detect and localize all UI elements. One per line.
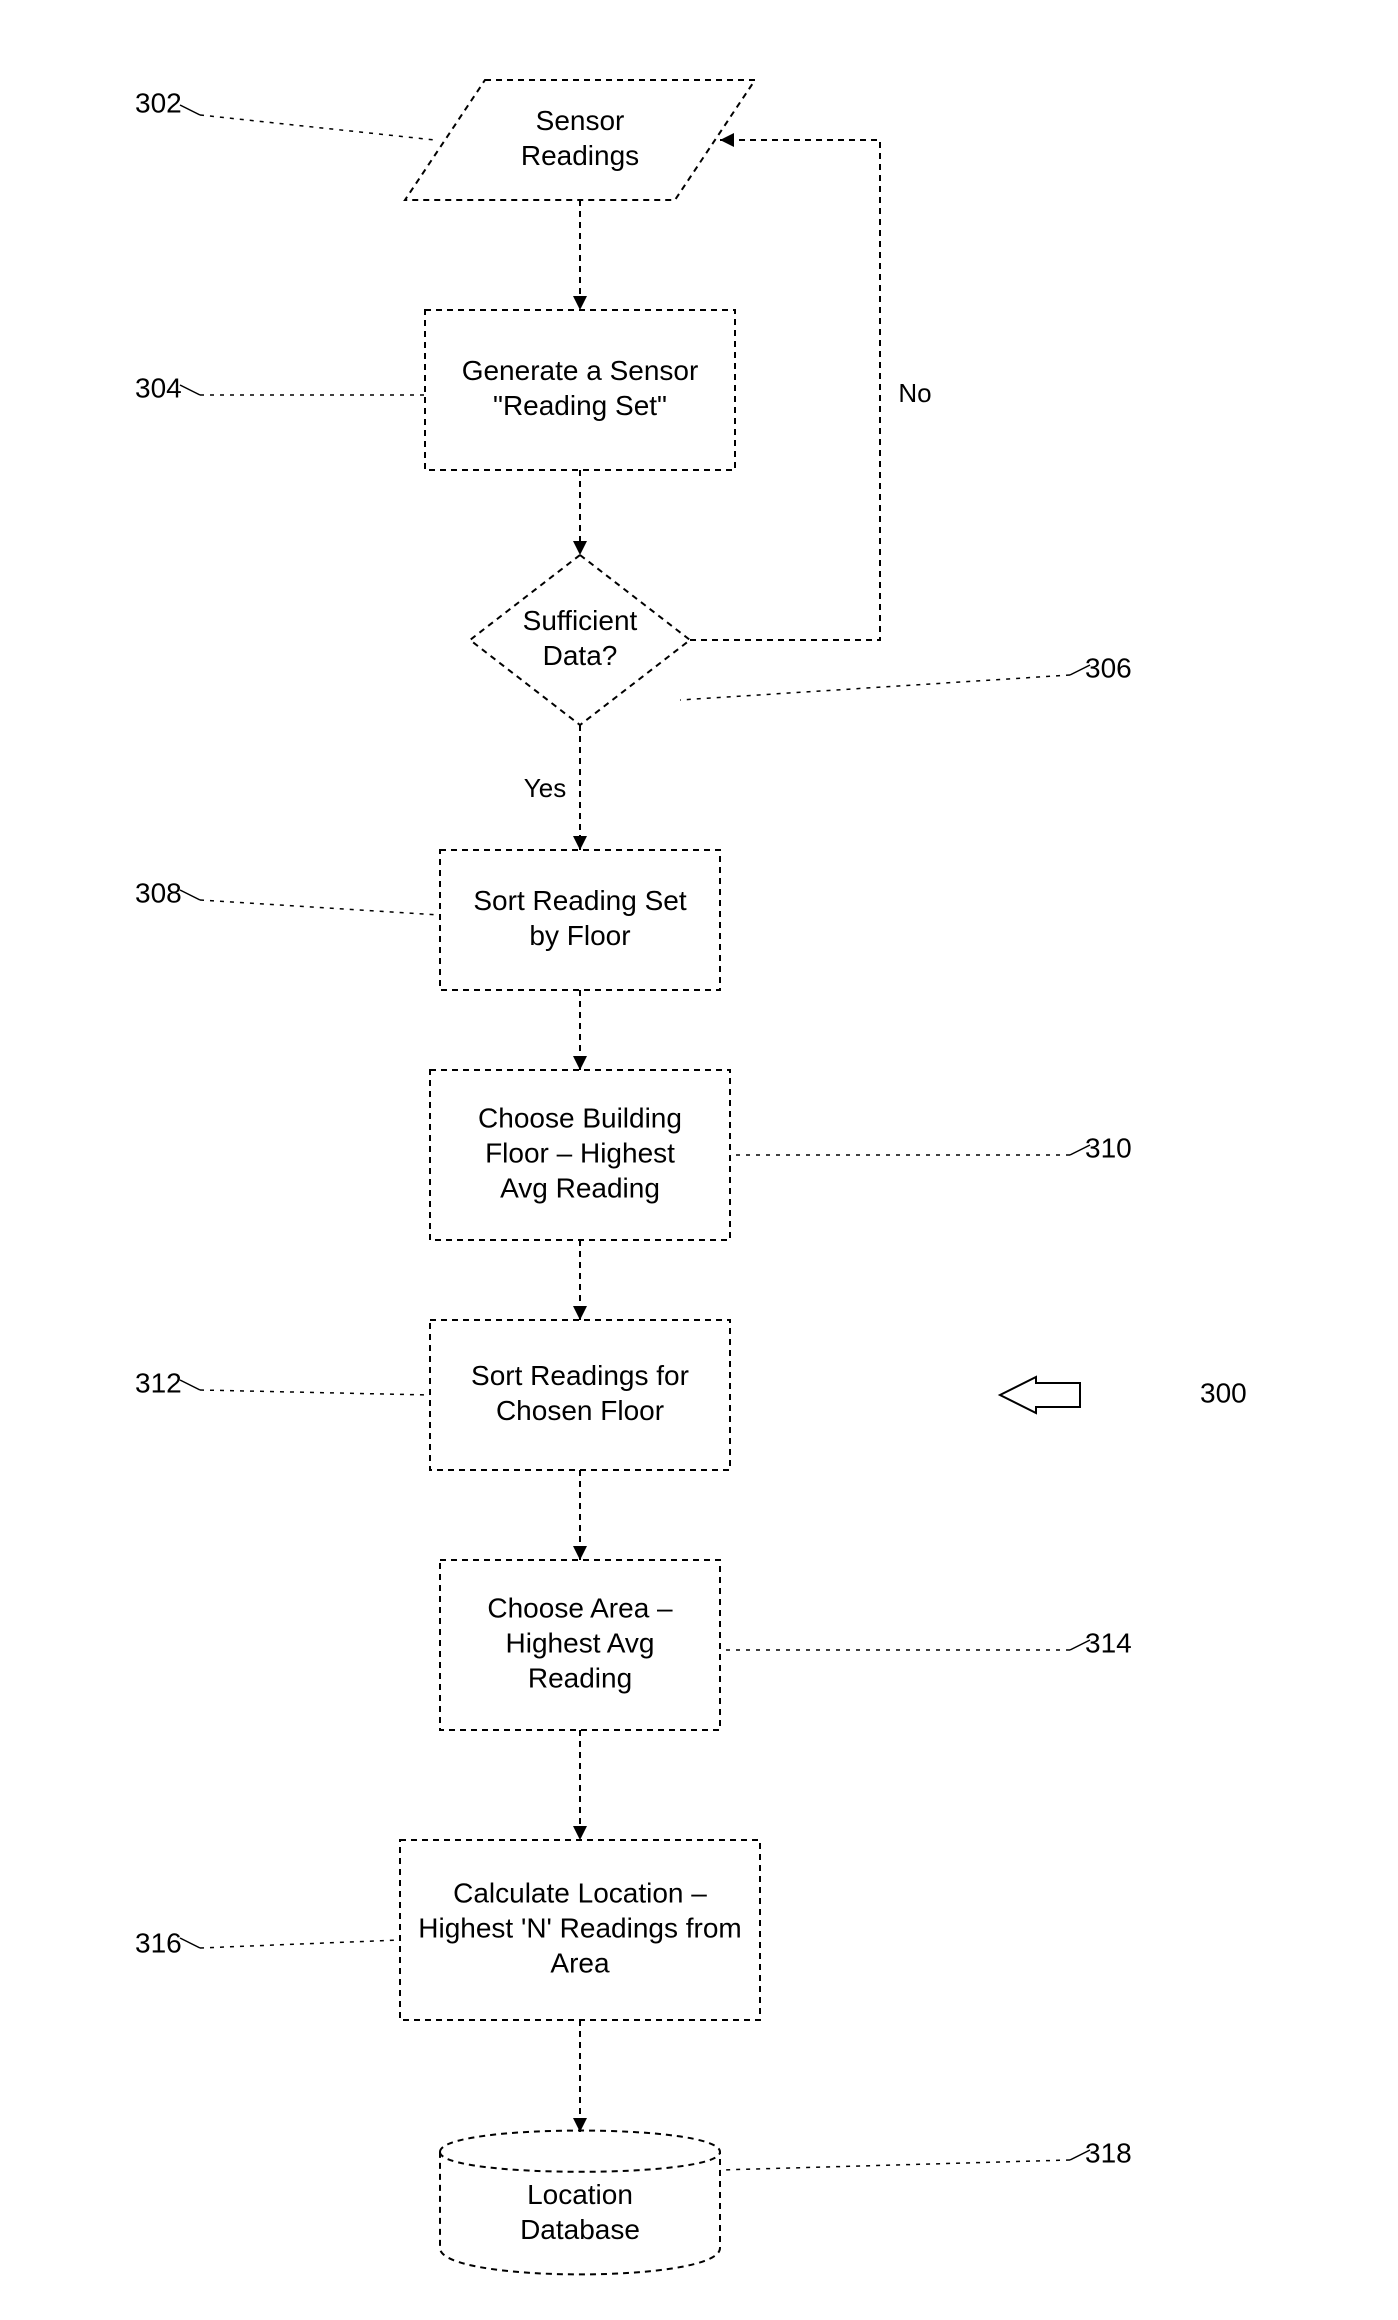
node-text: Choose Building	[478, 1102, 682, 1133]
flowchart-canvas: Sensor Readings Generate a Sensor "Reading …	[0, 0, 1398, 2320]
node-text: Generate a Sensor	[462, 355, 699, 386]
ref-tick	[180, 1938, 200, 1948]
node-text: Floor – Highest	[485, 1137, 675, 1168]
ref-leader	[200, 1390, 430, 1395]
loopback-edge	[690, 140, 880, 640]
ref-leader	[200, 900, 440, 915]
node-n308: Sort Reading Set by Floor	[440, 850, 720, 990]
node-text: Highest 'N' Readings from	[418, 1912, 742, 1943]
node-text: Calculate Location –	[453, 1877, 707, 1908]
ref-tick	[180, 890, 200, 900]
edge-label: Yes	[524, 773, 566, 803]
node-n306: Sufficient Data?	[470, 555, 690, 725]
node-text: Avg Reading	[500, 1172, 660, 1203]
node-text: Reading	[528, 1662, 632, 1693]
ref-leader	[720, 2160, 1070, 2170]
ref-number: 308	[135, 877, 182, 908]
ref-tick	[180, 1380, 200, 1390]
node-text: by Floor	[529, 920, 630, 951]
node-text: Highest Avg	[506, 1627, 655, 1658]
node-n314: Choose Area – Highest Avg Reading	[440, 1560, 720, 1730]
ref-number: 310	[1085, 1132, 1132, 1163]
main-pointer-label: 300	[1200, 1377, 1247, 1408]
node-text: Choose Area –	[487, 1592, 673, 1623]
ref-leader	[200, 1940, 400, 1948]
main-pointer-arrow	[1000, 1377, 1080, 1413]
node-text: Chosen Floor	[496, 1395, 664, 1426]
ref-tick	[180, 385, 200, 395]
ref-leader	[680, 675, 1070, 700]
ref-leader	[200, 115, 435, 140]
ref-number: 316	[135, 1927, 182, 1958]
node-n304: Generate a Sensor "Reading Set"	[425, 310, 735, 470]
node-text: Sufficient	[523, 605, 638, 636]
node-text: Sort Reading Set	[473, 885, 686, 916]
node-n310: Choose Building Floor – Highest Avg Readin…	[430, 1070, 730, 1240]
node-text: Location	[527, 2179, 633, 2210]
node-text: Readings	[521, 140, 639, 171]
ref-number: 318	[1085, 2137, 1132, 2168]
node-text: Sort Readings for	[471, 1360, 689, 1391]
ref-number: 302	[135, 87, 182, 118]
ref-number: 304	[135, 372, 182, 403]
ref-number: 314	[1085, 1627, 1132, 1658]
ref-number: 312	[135, 1367, 182, 1398]
node-text: "Reading Set"	[493, 390, 667, 421]
ref-tick	[180, 105, 200, 115]
node-n318: Location Database	[440, 2131, 720, 2275]
node-text: Data?	[543, 640, 618, 671]
node-text: Area	[550, 1947, 610, 1978]
ref-number: 306	[1085, 652, 1132, 683]
node-n312: Sort Readings for Chosen Floor	[430, 1320, 730, 1470]
node-text: Database	[520, 2214, 640, 2245]
node-text: Sensor	[536, 105, 625, 136]
node-n302: Sensor Readings	[405, 80, 755, 200]
node-n316: Calculate Location – Highest 'N' Readings…	[400, 1840, 760, 2020]
edge-label-no: No	[898, 378, 931, 408]
